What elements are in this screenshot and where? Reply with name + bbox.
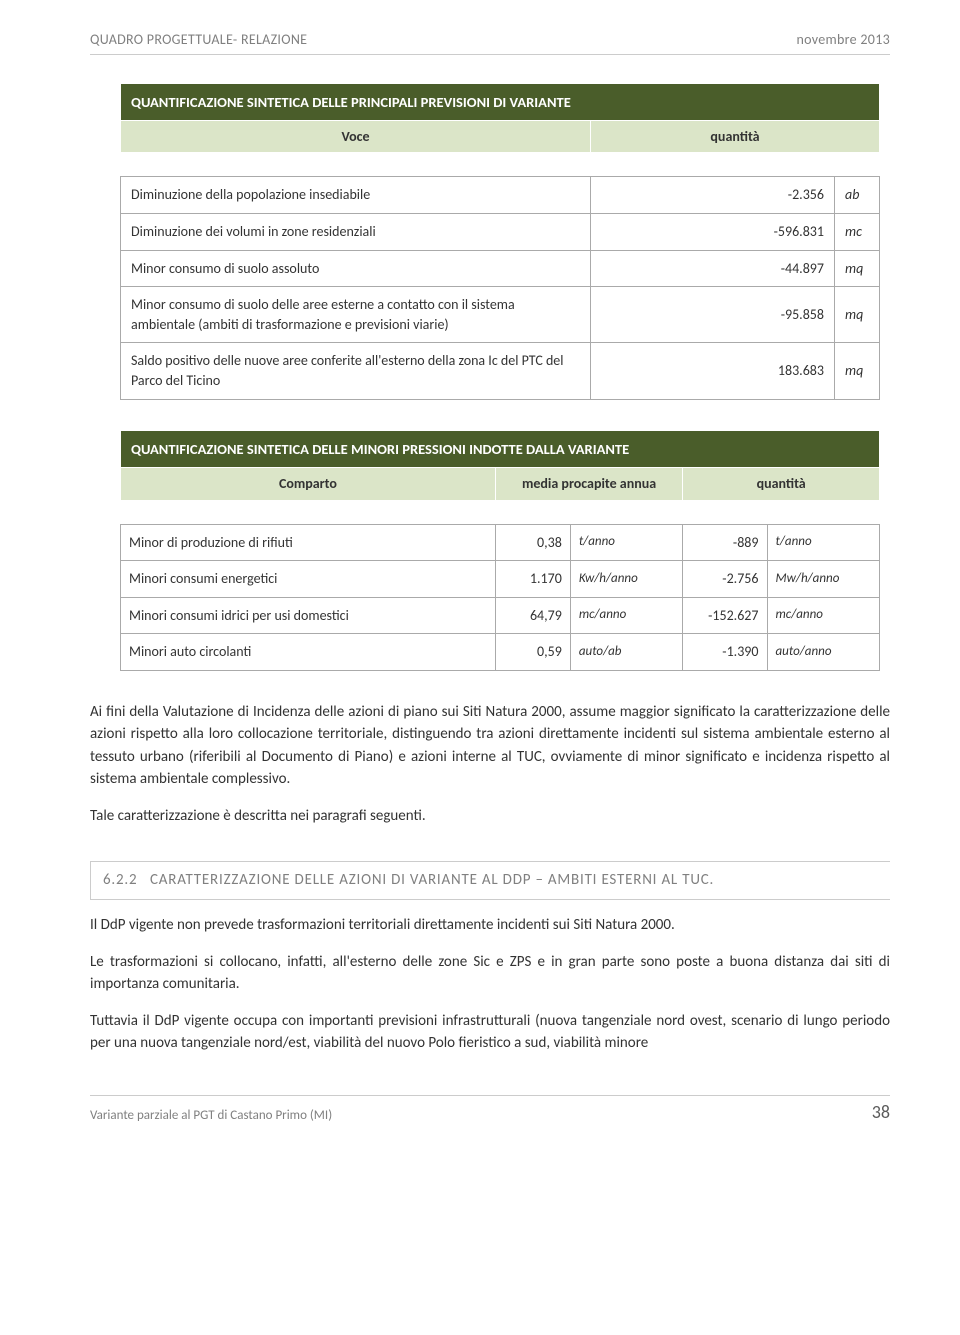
- row-v2: -1.390: [683, 634, 767, 671]
- table2-title: QUANTIFICAZIONE SINTETICA DELLE MINORI P…: [121, 430, 880, 467]
- row-label: Saldo positivo delle nuove aree conferit…: [121, 343, 591, 399]
- table-row: Minori consumi energetici 1.170 Kw/h/ann…: [121, 561, 880, 598]
- paragraph: Ai fini della Valutazione di Incidenza d…: [90, 701, 890, 791]
- row-value: -596.831: [591, 214, 835, 251]
- table1-title: QUANTIFICAZIONE SINTETICA DELLE PRINCIPA…: [121, 83, 880, 120]
- table-row: Minor di produzione di rifiuti 0,38 t/an…: [121, 524, 880, 561]
- table2-col-media: media procapite annua: [495, 467, 682, 500]
- row-label: Minor consumo di suolo assoluto: [121, 250, 591, 287]
- row-value: -2.356: [591, 177, 835, 214]
- table-previsioni: QUANTIFICAZIONE SINTETICA DELLE PRINCIPA…: [120, 83, 880, 400]
- row-label: Diminuzione dei volumi in zone residenzi…: [121, 214, 591, 251]
- row-u1: mc/anno: [570, 597, 682, 634]
- row-unit: mq: [835, 250, 880, 287]
- row-u1: t/anno: [570, 524, 682, 561]
- table2-col-quantita: quantità: [683, 467, 880, 500]
- row-unit: mq: [835, 343, 880, 399]
- row-u1: Kw/h/anno: [570, 561, 682, 598]
- table-row: Diminuzione dei volumi in zone residenzi…: [121, 214, 880, 251]
- table-pressioni: QUANTIFICAZIONE SINTETICA DELLE MINORI P…: [120, 430, 880, 671]
- footer-left: Variante parziale al PGT di Castano Prim…: [90, 1107, 332, 1125]
- row-value: -44.897: [591, 250, 835, 287]
- row-label: Diminuzione della popolazione insediabil…: [121, 177, 591, 214]
- row-value: 183.683: [591, 343, 835, 399]
- row-u2: auto/anno: [767, 634, 880, 671]
- table-row: Minori auto circolanti 0,59 auto/ab -1.3…: [121, 634, 880, 671]
- page-number: 38: [872, 1100, 890, 1125]
- row-unit: mc: [835, 214, 880, 251]
- row-v1: 0,59: [495, 634, 570, 671]
- row-u2: mc/anno: [767, 597, 880, 634]
- row-label: Minor di produzione di rifiuti: [121, 524, 496, 561]
- row-label: Minor consumo di suolo delle aree estern…: [121, 287, 591, 343]
- row-unit: ab: [835, 177, 880, 214]
- row-v2: -889: [683, 524, 767, 561]
- section-heading: 6.2.2 CARATTERIZZAZIONE DELLE AZIONI DI …: [90, 861, 890, 900]
- table-row: Minor consumo di suolo delle aree estern…: [121, 287, 880, 343]
- table-row: Minor consumo di suolo assoluto -44.897 …: [121, 250, 880, 287]
- table-row: Diminuzione della popolazione insediabil…: [121, 177, 880, 214]
- table1-col-quantita: quantità: [591, 120, 880, 153]
- row-v1: 1.170: [495, 561, 570, 598]
- page-footer: Variante parziale al PGT di Castano Prim…: [90, 1095, 890, 1125]
- row-v2: -152.627: [683, 597, 767, 634]
- table2-col-comparto: Comparto: [121, 467, 496, 500]
- table-row: Minori consumi idrici per usi domestici …: [121, 597, 880, 634]
- header-right: novembre 2013: [797, 30, 890, 50]
- row-v1: 0,38: [495, 524, 570, 561]
- header-left: QUADRO PROGETTUALE- RELAZIONE: [90, 30, 307, 50]
- row-value: -95.858: [591, 287, 835, 343]
- row-label: Minori consumi energetici: [121, 561, 496, 598]
- row-label: Minori consumi idrici per usi domestici: [121, 597, 496, 634]
- row-u2: Mw/h/anno: [767, 561, 880, 598]
- paragraph: Le trasformazioni si collocano, infatti,…: [90, 951, 890, 996]
- section-title: CARATTERIZZAZIONE DELLE AZIONI DI VARIAN…: [150, 871, 714, 889]
- row-u2: t/anno: [767, 524, 880, 561]
- page-header: QUADRO PROGETTUALE- RELAZIONE novembre 2…: [90, 30, 890, 55]
- row-v1: 64,79: [495, 597, 570, 634]
- section-number: 6.2.2: [103, 871, 137, 889]
- row-u1: auto/ab: [570, 634, 682, 671]
- row-label: Minori auto circolanti: [121, 634, 496, 671]
- paragraph: Tale caratterizzazione è descritta nei p…: [90, 805, 890, 828]
- table-row: Saldo positivo delle nuove aree conferit…: [121, 343, 880, 399]
- table1-col-voce: Voce: [121, 120, 591, 153]
- paragraph: Il DdP vigente non prevede trasformazion…: [90, 914, 890, 937]
- row-v2: -2.756: [683, 561, 767, 598]
- row-unit: mq: [835, 287, 880, 343]
- paragraph: Tuttavia il DdP vigente occupa con impor…: [90, 1010, 890, 1055]
